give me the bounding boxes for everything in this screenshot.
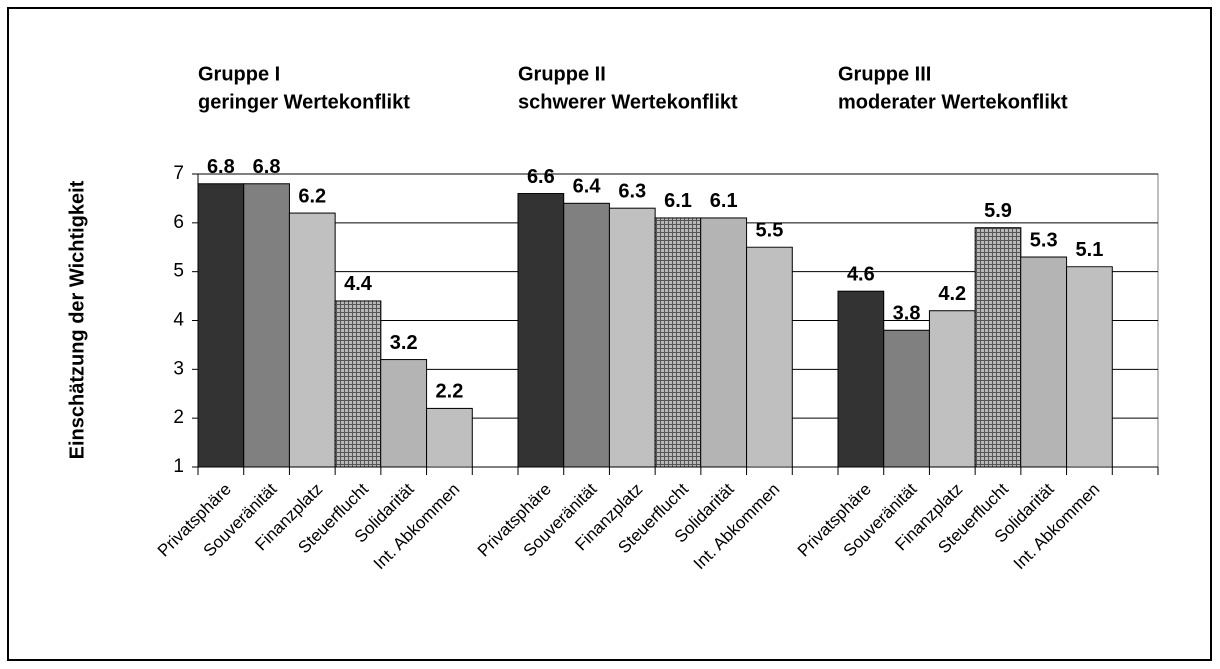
y-tick-label: 7 [173,163,184,184]
bar [746,246,793,468]
value-label: 6.8 [207,156,235,178]
bar [334,300,382,468]
group-title: Gruppe I [198,63,280,85]
value-label: 6.1 [664,190,692,212]
y-tick-label: 1 [173,456,184,477]
value-label: 4.4 [344,273,373,295]
bar [1066,266,1113,468]
value-label: 5.5 [756,220,784,242]
bar [1020,256,1068,468]
value-label: 5.3 [1030,229,1058,251]
value-label: 5.1 [1076,239,1104,261]
value-label: 6.6 [527,166,555,188]
group-subtitle: moderater Wertekonflikt [838,91,1068,113]
bar [837,290,885,468]
group-subtitle: geringer Wertekonflikt [198,91,410,113]
value-label: 4.6 [847,263,875,285]
value-label: 4.2 [938,283,966,305]
group-title: Gruppe II [518,63,606,85]
bar [563,202,610,468]
bar [700,217,748,468]
bar [517,193,565,468]
y-tick-label: 2 [173,407,184,428]
value-label: 6.3 [618,180,646,202]
bar [426,407,473,468]
value-label: 6.1 [710,190,738,212]
value-label: 3.8 [893,303,921,325]
value-label: 3.2 [390,332,418,354]
value-label: 5.9 [984,200,1012,222]
bar [380,359,428,468]
bar [197,183,245,468]
y-tick-label: 5 [173,261,184,282]
bar [974,227,1022,468]
value-label: 6.2 [298,185,326,207]
bar [928,310,976,468]
value-label: 6.8 [253,156,281,178]
bar [654,217,702,468]
group-title: Gruppe III [838,63,931,85]
bar [608,207,656,468]
y-tick-label: 3 [173,358,184,379]
value-label: 6.4 [573,176,602,198]
bar [288,212,336,468]
value-label: 2.2 [436,381,464,403]
bar [883,329,930,468]
y-axis-label: Einschätzung der Wichtigkeit [66,180,88,459]
group-subtitle: schwerer Wertekonflikt [518,91,738,113]
y-tick-label: 4 [173,310,184,331]
y-tick-label: 6 [173,212,184,233]
bar [243,183,290,468]
